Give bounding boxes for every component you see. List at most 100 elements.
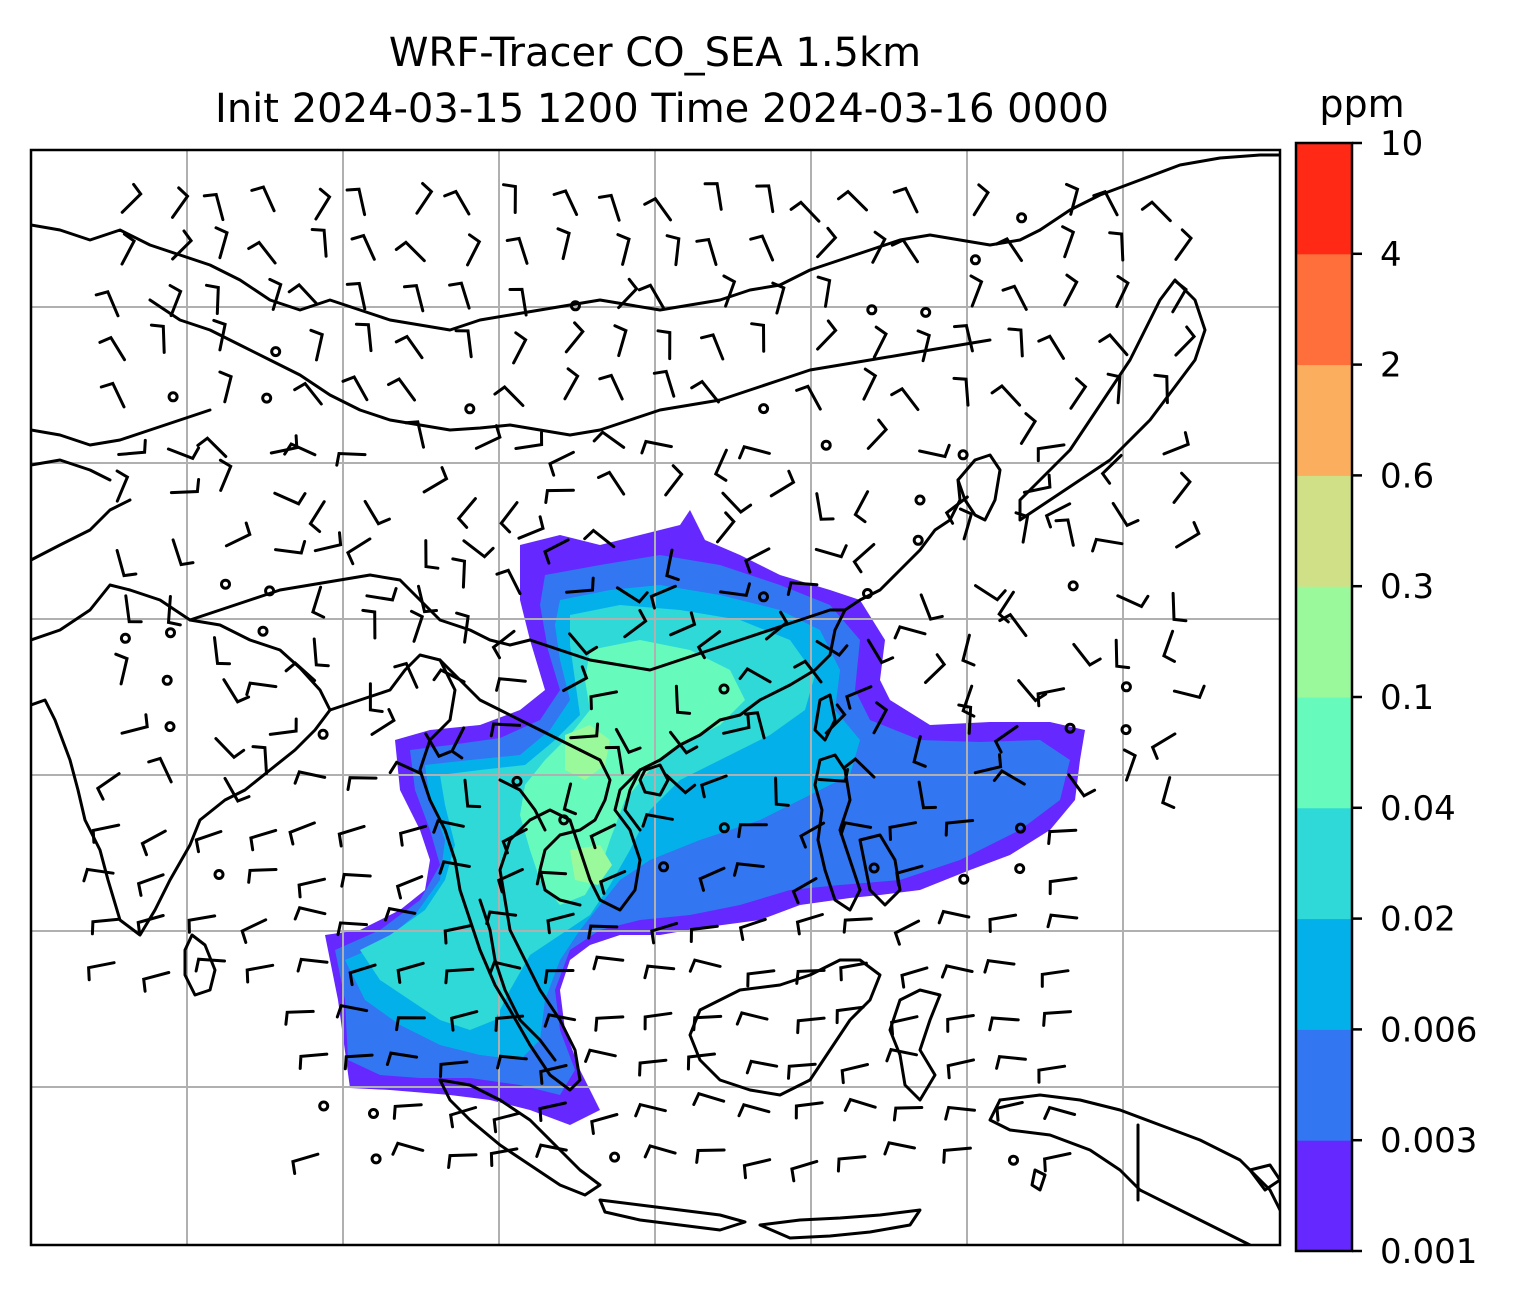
wind-barb <box>393 661 419 689</box>
wind-barb <box>114 652 129 686</box>
wind-barb <box>604 745 624 775</box>
wind-barb <box>641 812 674 828</box>
wind-barb <box>385 1051 419 1066</box>
wind-barb <box>1115 274 1130 308</box>
wind-barb <box>583 528 616 549</box>
wind-barb <box>496 868 524 894</box>
wind-barb <box>703 182 723 211</box>
calm-wind-circle <box>318 1100 330 1112</box>
wind-barb <box>495 568 522 596</box>
wind-barb <box>149 323 166 354</box>
wind-barb <box>1014 511 1030 544</box>
wind-barb <box>314 187 332 221</box>
calm-wind-circle <box>220 578 231 590</box>
calm-wind-circle <box>464 403 476 415</box>
wind-barb <box>562 782 577 816</box>
colorbar-segment <box>1296 1029 1352 1141</box>
wind-barb <box>795 384 822 411</box>
wind-barb <box>335 1003 369 1019</box>
colorbar-segment <box>1296 586 1352 698</box>
wind-barb <box>590 1113 619 1135</box>
wind-barb <box>598 373 624 401</box>
wind-barb <box>664 464 684 497</box>
wind-barb <box>637 283 665 310</box>
wind-barb <box>456 497 477 529</box>
wind-barb <box>824 703 847 735</box>
wind-barb <box>438 860 471 875</box>
wind-barb <box>1174 325 1197 357</box>
wind-barb <box>722 274 737 308</box>
wind-barb <box>1001 284 1028 311</box>
wind-barb <box>91 823 121 844</box>
wind-barb <box>494 1014 525 1032</box>
wind-barb <box>587 924 619 940</box>
wind-barb <box>395 875 424 900</box>
wind-barb <box>866 418 889 450</box>
wind-barb <box>994 236 1023 262</box>
wind-barb <box>1171 591 1188 623</box>
wind-barb <box>746 969 776 988</box>
wind-barb <box>466 233 482 267</box>
wind-barb <box>890 1015 919 1036</box>
wind-barb <box>584 1048 617 1063</box>
wind-barb <box>392 1103 423 1120</box>
wind-barb <box>544 488 575 504</box>
wind-barb <box>1175 521 1201 549</box>
wind-barb <box>508 287 528 317</box>
calm-wind-circle <box>213 869 225 880</box>
calm-wind-circle <box>758 591 769 603</box>
wind-barb <box>448 281 471 310</box>
wind-barb <box>842 917 873 934</box>
wind-barb <box>1046 913 1079 929</box>
wind-barb <box>919 593 944 621</box>
wind-barb <box>942 1146 972 1164</box>
wind-barb <box>674 684 692 715</box>
wind-barb <box>443 924 473 945</box>
wind-barb <box>274 540 307 555</box>
colorbar-segment <box>1296 143 1352 255</box>
wind-barb <box>616 233 631 266</box>
wind-barb <box>444 967 475 985</box>
wind-barb <box>790 1159 819 1183</box>
colorbar-segment <box>1296 475 1352 587</box>
wind-barb <box>512 331 528 365</box>
wind-barb <box>298 1052 329 1070</box>
calm-wind-circle <box>511 775 523 787</box>
wind-barb <box>796 1016 826 1035</box>
wind-barb <box>853 490 870 524</box>
wind-barb <box>617 277 639 310</box>
wind-barb <box>474 424 502 450</box>
wind-barb <box>946 1014 975 1033</box>
wind-barb <box>816 319 838 351</box>
wind-barb <box>749 234 775 262</box>
calm-wind-circle <box>758 403 770 415</box>
wind-barb <box>664 773 697 795</box>
wind-barb <box>489 1147 519 1167</box>
wind-barb <box>918 443 951 459</box>
colorbar-tick-label: 0.001 <box>1380 1232 1477 1272</box>
wind-barb <box>1106 372 1122 405</box>
wind-barb <box>1007 327 1024 358</box>
colorbar-tick-label: 0.1 <box>1380 678 1434 718</box>
wind-barb <box>940 964 974 979</box>
calm-wind-circle <box>1008 1154 1019 1166</box>
wind-barb <box>348 963 377 987</box>
wind-barb <box>895 864 924 887</box>
wind-barb <box>394 240 426 263</box>
wind-barb <box>350 233 376 261</box>
wind-barb <box>872 701 889 735</box>
wind-barb <box>665 234 681 267</box>
wind-barb <box>168 284 183 318</box>
colorbar-segment <box>1296 697 1352 809</box>
wind-barb <box>82 867 115 883</box>
calm-wind-circle <box>957 449 969 461</box>
wind-barb <box>888 821 917 841</box>
wind-barb <box>958 507 974 541</box>
colorbar-segments <box>1296 143 1352 1252</box>
calm-wind-circle <box>261 392 273 404</box>
wind-barb <box>997 590 1015 624</box>
wind-barb <box>597 193 621 222</box>
wind-barb <box>424 539 440 570</box>
wind-barb <box>171 186 190 219</box>
wind-barbs <box>82 182 1206 1183</box>
